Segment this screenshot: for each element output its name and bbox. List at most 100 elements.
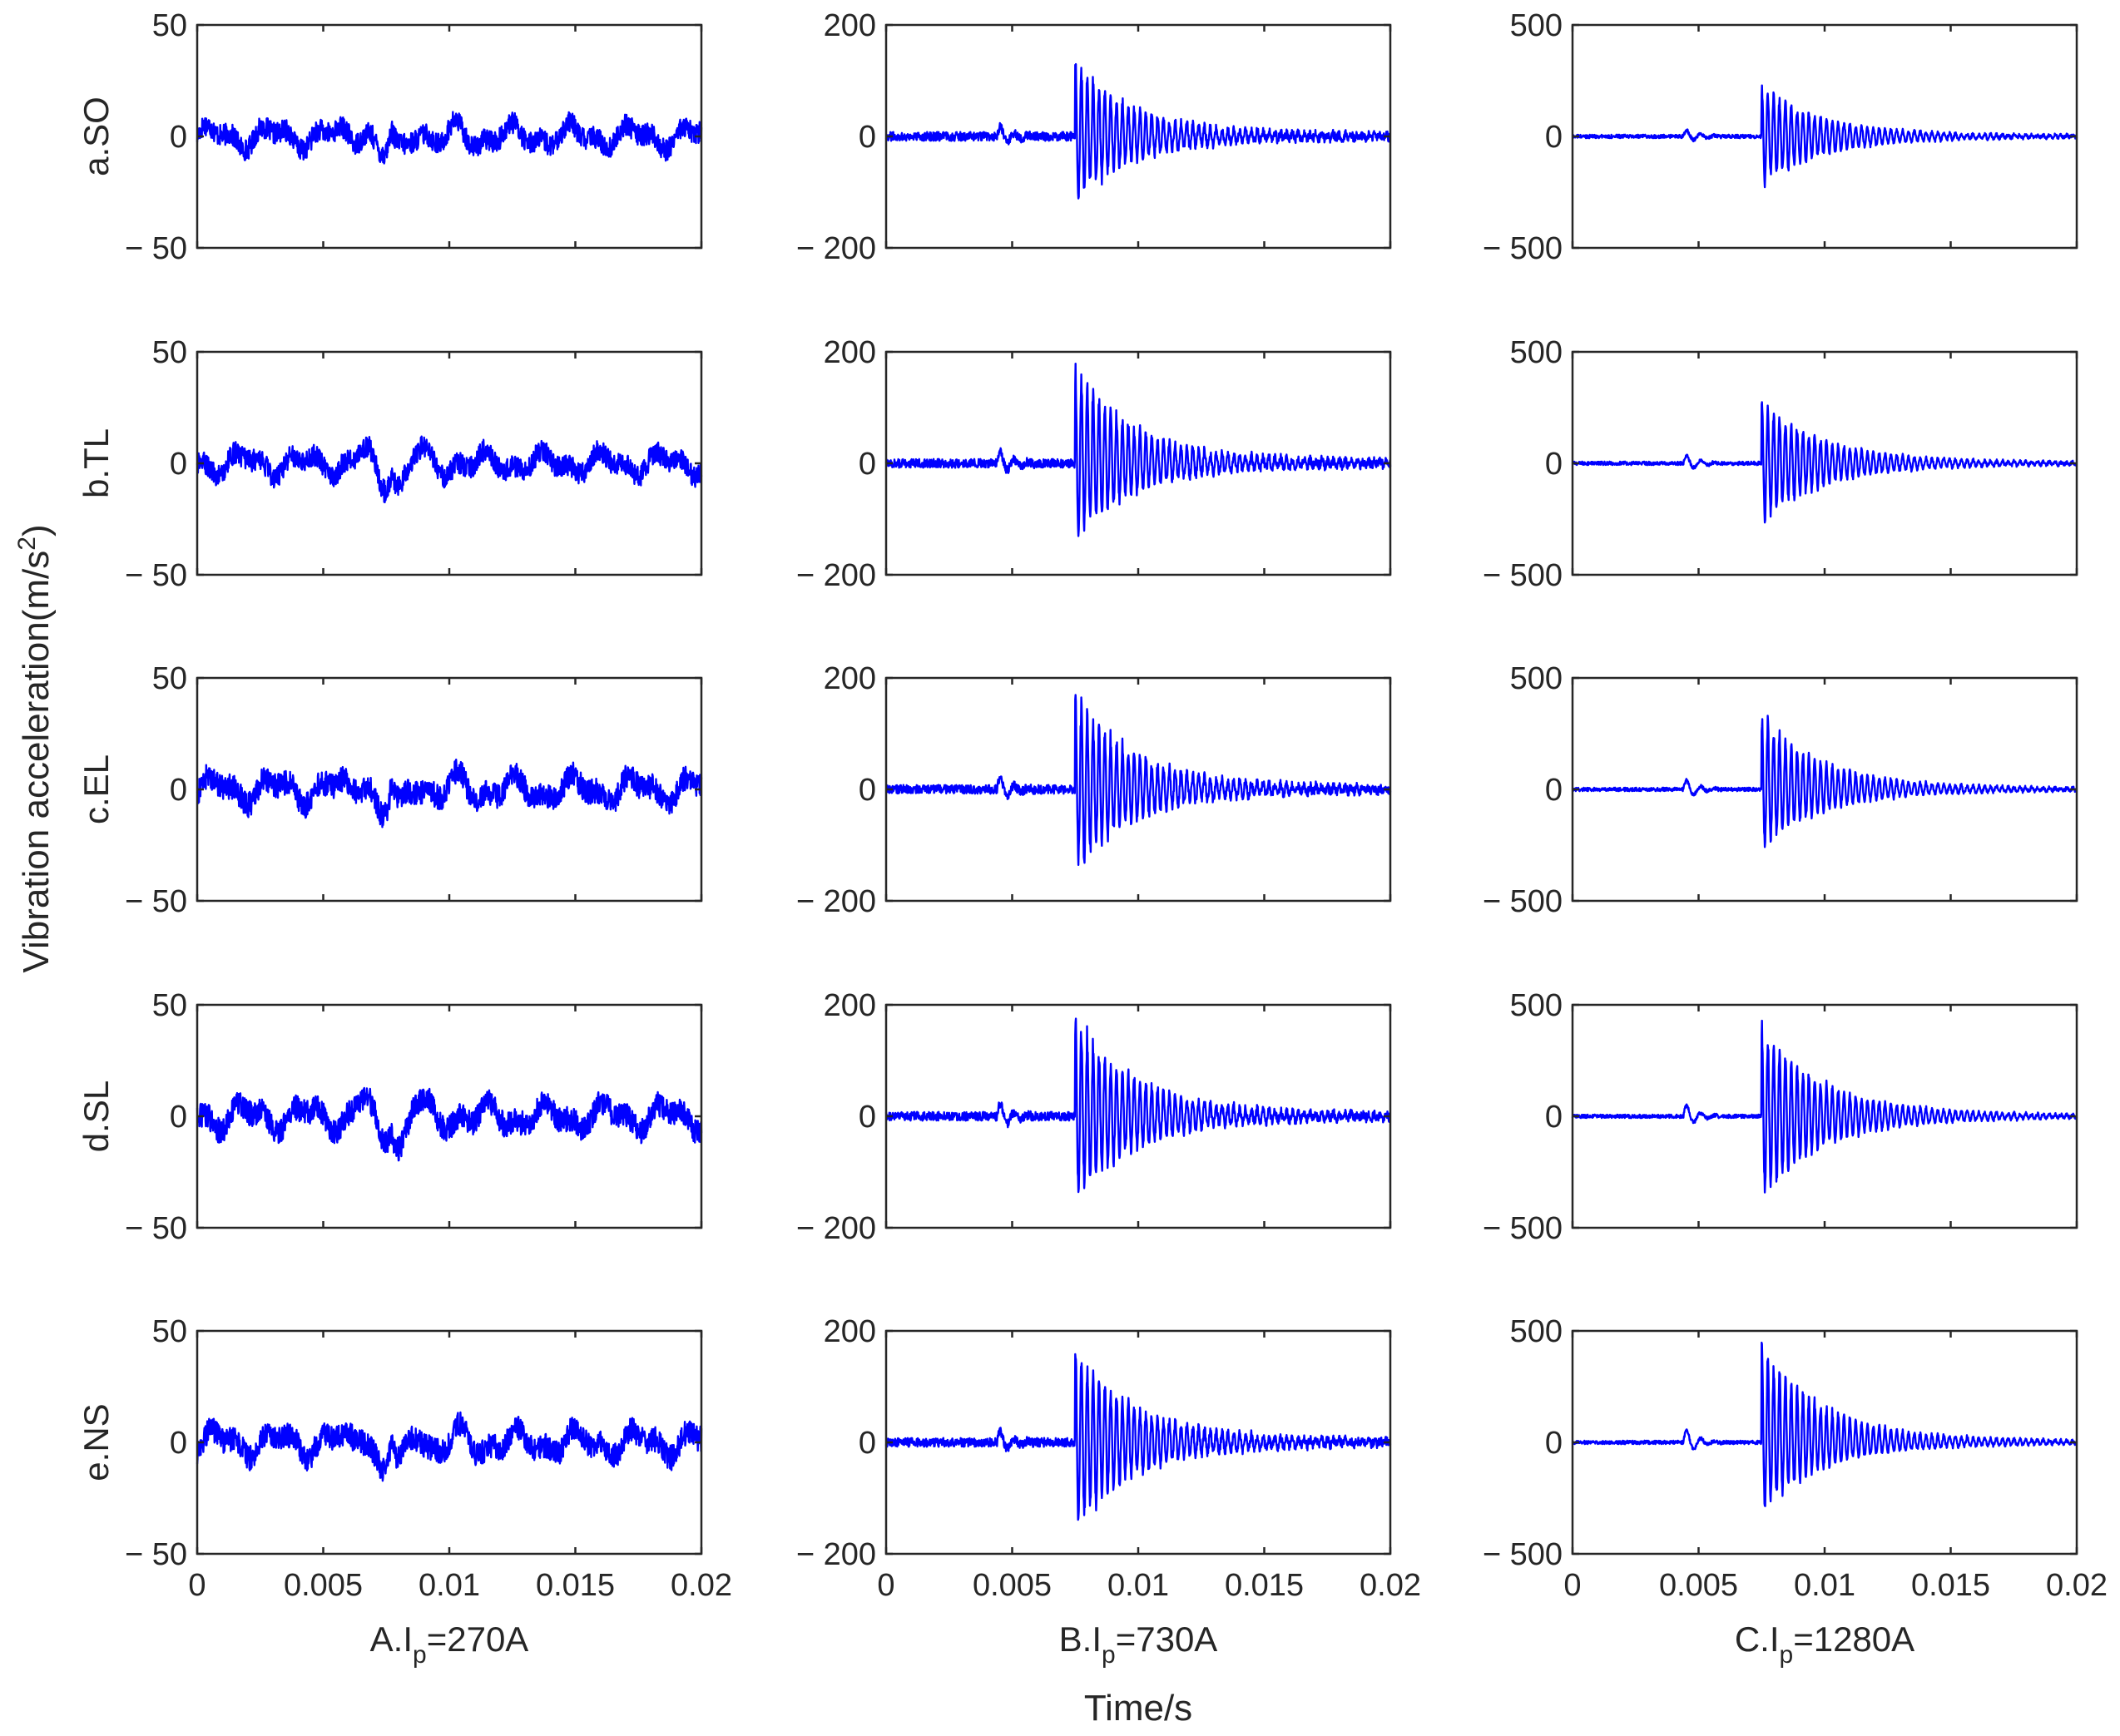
panel-d.SL-A: 50 0 − 50 bbox=[125, 988, 703, 1246]
y-tick-label: 0 bbox=[859, 447, 876, 482]
y-tick-label: 0 bbox=[170, 447, 187, 482]
y-tick-label: 500 bbox=[1510, 1314, 1563, 1349]
y-tick-label: 0 bbox=[170, 1100, 187, 1135]
y-tick-label: − 200 bbox=[796, 558, 876, 593]
row-label-b: b.TL bbox=[77, 428, 116, 498]
y-tick-label: − 200 bbox=[796, 231, 876, 266]
y-tick-label: 200 bbox=[824, 1314, 876, 1349]
y-tick-label: 0 bbox=[1545, 1426, 1563, 1461]
x-tick-label: 0.01 bbox=[1107, 1568, 1169, 1603]
y-tick-label: 0 bbox=[859, 1426, 876, 1461]
y-tick-label: − 50 bbox=[125, 231, 187, 266]
panel-a.SO-B: 200 0 − 200 bbox=[796, 8, 1392, 266]
y-tick-label: 0 bbox=[1545, 447, 1563, 482]
series-line-d.SL-A bbox=[196, 1086, 703, 1162]
panel-b.TL-A: 50 0 − 50 bbox=[125, 335, 703, 593]
y-tick-label: 0 bbox=[170, 773, 187, 808]
x-tick-label: 0.01 bbox=[419, 1568, 480, 1603]
series-line-e.NS-C bbox=[1571, 1341, 2078, 1507]
y-tick-label: 50 bbox=[152, 1314, 187, 1349]
y-tick-label: 50 bbox=[152, 988, 187, 1023]
panel-b.TL-C: 500 0 − 500 bbox=[1483, 335, 2078, 593]
y-tick-label: − 200 bbox=[796, 884, 876, 919]
x-tick-label: 0 bbox=[188, 1568, 206, 1603]
x-axis-title: Time/s bbox=[1084, 1688, 1192, 1729]
series-line-d.SL-C bbox=[1571, 1019, 2078, 1194]
x-tick-label: 0.02 bbox=[671, 1568, 732, 1603]
y-tick-label: 0 bbox=[859, 120, 876, 155]
y-tick-label: 0 bbox=[170, 120, 187, 155]
panel-c.EL-C: 500 0 − 500 bbox=[1483, 661, 2078, 919]
series-line-a.SO-C bbox=[1572, 84, 2078, 189]
y-tick-label: 0 bbox=[1545, 1100, 1563, 1135]
y-tick-label: − 500 bbox=[1483, 231, 1563, 266]
series-line-a.SO-B bbox=[884, 62, 1391, 200]
series-line-a.SO-A bbox=[196, 111, 703, 165]
x-tick-label: 0.02 bbox=[1360, 1568, 1421, 1603]
panel-c.EL-A: 50 0 − 50 bbox=[125, 661, 703, 919]
y-tick-label: − 50 bbox=[125, 1537, 187, 1572]
y-tick-label: 0 bbox=[1545, 120, 1563, 155]
y-tick-label: 500 bbox=[1510, 335, 1563, 370]
series-line-b.TL-B bbox=[884, 363, 1392, 537]
y-tick-label: 50 bbox=[152, 661, 187, 696]
series-line-c.EL-A bbox=[196, 759, 703, 828]
panel-b.TL-B: 200 0 − 200 bbox=[796, 335, 1392, 593]
series-line-c.EL-C bbox=[1571, 715, 2078, 848]
y-tick-label: − 200 bbox=[796, 1211, 876, 1246]
series-line-c.EL-B bbox=[884, 694, 1392, 867]
y-tick-label: 0 bbox=[170, 1426, 187, 1461]
x-tick-label: 0.015 bbox=[1225, 1568, 1304, 1603]
panel-c.EL-B: 200 0 − 200 bbox=[796, 661, 1392, 919]
x-tick-label: 0.005 bbox=[973, 1568, 1052, 1603]
row-label-a: a.SO bbox=[77, 96, 116, 176]
y-tick-label: 200 bbox=[824, 8, 876, 43]
panel-a.SO-A: 50 0 − 50 bbox=[125, 8, 703, 266]
row-label-c: c.EL bbox=[77, 754, 116, 824]
x-tick-label: 0.015 bbox=[1911, 1568, 1990, 1603]
y-axis-title: Vibration acceleration(m/s2) bbox=[13, 524, 57, 972]
y-tick-label: − 500 bbox=[1483, 1537, 1563, 1572]
y-tick-label: − 500 bbox=[1483, 558, 1563, 593]
column-labels: A.Ip=270A B.Ip=730A C.Ip=1280A bbox=[370, 1620, 1915, 1669]
panel-a.SO-C: 500 0 − 500 bbox=[1483, 8, 2078, 266]
y-tick-label: 500 bbox=[1510, 988, 1563, 1023]
x-tick-label: 0.015 bbox=[536, 1568, 615, 1603]
x-tick-label: 0.01 bbox=[1794, 1568, 1855, 1603]
column-label-b: B.Ip=730A bbox=[1059, 1620, 1218, 1669]
series-line-b.TL-C bbox=[1571, 401, 2078, 524]
series-line-d.SL-B bbox=[884, 1017, 1392, 1194]
y-tick-label: − 50 bbox=[125, 558, 187, 593]
x-tick-label: 0.02 bbox=[2046, 1568, 2108, 1603]
panel-d.SL-B: 200 0 − 200 bbox=[796, 988, 1392, 1246]
y-tick-label: − 500 bbox=[1483, 1211, 1563, 1246]
x-tick-label: 0 bbox=[1563, 1568, 1581, 1603]
x-tick-label: 0 bbox=[877, 1568, 894, 1603]
y-tick-label: 0 bbox=[859, 773, 876, 808]
column-label-a: A.Ip=270A bbox=[370, 1620, 529, 1669]
y-tick-label: 200 bbox=[824, 335, 876, 370]
panel-e.NS-A: 500− 500 0.005 0.01 0.015 0.02 bbox=[125, 1314, 732, 1603]
y-tick-label: 0 bbox=[859, 1100, 876, 1135]
series-line-b.TL-A bbox=[196, 435, 703, 504]
y-tick-label: − 200 bbox=[796, 1537, 876, 1572]
y-tick-label: 50 bbox=[152, 8, 187, 43]
series-line-e.NS-A bbox=[196, 1411, 703, 1482]
y-tick-label: 200 bbox=[824, 988, 876, 1023]
row-label-e: e.NS bbox=[77, 1403, 116, 1481]
y-tick-label: 0 bbox=[1545, 773, 1563, 808]
row-labels: a.SO b.TL c.EL d.SL e.NS bbox=[77, 96, 116, 1481]
y-tick-label: − 50 bbox=[125, 1211, 187, 1246]
y-tick-label: − 50 bbox=[125, 884, 187, 919]
column-label-c: C.Ip=1280A bbox=[1735, 1620, 1914, 1669]
x-tick-label: 0.005 bbox=[1659, 1568, 1738, 1603]
row-label-d: d.SL bbox=[77, 1081, 116, 1152]
series-line-e.NS-B bbox=[884, 1353, 1392, 1521]
y-tick-label: − 500 bbox=[1483, 884, 1563, 919]
y-tick-label: 50 bbox=[152, 335, 187, 370]
y-tick-label: 500 bbox=[1510, 661, 1563, 696]
